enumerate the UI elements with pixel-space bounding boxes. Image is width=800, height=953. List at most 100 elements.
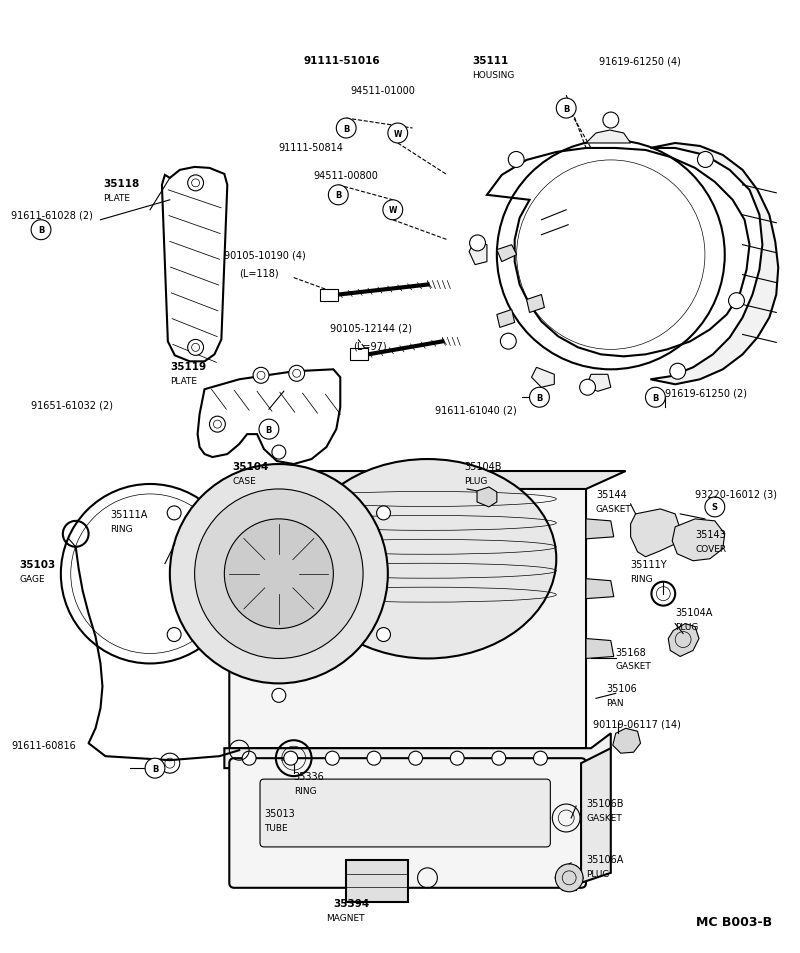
Polygon shape xyxy=(526,295,545,314)
Text: B: B xyxy=(563,105,570,113)
Text: 93220-16012 (3): 93220-16012 (3) xyxy=(695,490,777,499)
Polygon shape xyxy=(586,579,614,599)
Circle shape xyxy=(145,759,165,779)
Text: 35111: 35111 xyxy=(472,56,508,66)
Text: 35144: 35144 xyxy=(596,490,626,499)
Text: 35106B: 35106B xyxy=(586,799,623,808)
Text: PLUG: PLUG xyxy=(464,476,487,485)
Polygon shape xyxy=(586,519,614,539)
Circle shape xyxy=(377,506,390,520)
Circle shape xyxy=(500,334,516,350)
Circle shape xyxy=(383,200,402,220)
Circle shape xyxy=(670,364,686,380)
Polygon shape xyxy=(531,368,554,388)
Circle shape xyxy=(646,388,666,408)
Text: 91611-61028 (2): 91611-61028 (2) xyxy=(11,211,93,220)
Text: 35104: 35104 xyxy=(232,461,269,472)
Circle shape xyxy=(328,186,348,206)
Text: 35168: 35168 xyxy=(616,647,646,657)
Text: PLATE: PLATE xyxy=(170,376,197,386)
Text: W: W xyxy=(394,130,402,138)
Text: TUBE: TUBE xyxy=(264,823,288,832)
Text: PLUG: PLUG xyxy=(675,622,698,631)
Bar xyxy=(346,860,408,902)
Circle shape xyxy=(492,751,506,765)
Text: 35143: 35143 xyxy=(695,529,726,539)
Text: 91619-61250 (4): 91619-61250 (4) xyxy=(599,56,681,66)
Circle shape xyxy=(450,751,464,765)
Circle shape xyxy=(336,119,356,139)
Circle shape xyxy=(556,99,576,119)
Circle shape xyxy=(555,864,583,892)
Text: 91111-50814: 91111-50814 xyxy=(279,143,344,152)
Text: 35394: 35394 xyxy=(334,898,370,908)
Text: MC B003-B: MC B003-B xyxy=(696,915,772,927)
Polygon shape xyxy=(230,490,586,748)
Polygon shape xyxy=(469,240,487,265)
Circle shape xyxy=(194,490,363,659)
Text: 91611-61040 (2): 91611-61040 (2) xyxy=(435,405,517,415)
Text: 91651-61032 (2): 91651-61032 (2) xyxy=(31,400,113,410)
Text: 90119-06117 (14): 90119-06117 (14) xyxy=(593,719,681,728)
Text: PLUG: PLUG xyxy=(586,869,610,878)
Circle shape xyxy=(272,446,286,459)
Circle shape xyxy=(530,388,550,408)
Circle shape xyxy=(729,294,745,310)
Text: B: B xyxy=(652,394,658,402)
Polygon shape xyxy=(630,509,680,558)
Text: COVER: COVER xyxy=(695,544,726,554)
Circle shape xyxy=(188,340,203,356)
Polygon shape xyxy=(586,375,610,392)
Text: B: B xyxy=(38,226,44,235)
Polygon shape xyxy=(224,734,610,768)
Text: 35119: 35119 xyxy=(170,362,206,372)
Text: MAGNET: MAGNET xyxy=(326,913,365,922)
Text: GASKET: GASKET xyxy=(586,813,622,822)
Text: 35106A: 35106A xyxy=(586,854,623,864)
Text: B: B xyxy=(335,192,342,200)
Polygon shape xyxy=(254,472,626,490)
Text: CASE: CASE xyxy=(232,476,256,485)
Text: 35106: 35106 xyxy=(606,683,637,694)
Circle shape xyxy=(224,519,334,629)
Polygon shape xyxy=(668,624,699,657)
Circle shape xyxy=(326,751,339,765)
Ellipse shape xyxy=(298,459,556,659)
Polygon shape xyxy=(586,131,630,144)
Circle shape xyxy=(367,751,381,765)
Circle shape xyxy=(170,464,388,683)
FancyBboxPatch shape xyxy=(230,759,586,888)
Text: 90105-10190 (4): 90105-10190 (4) xyxy=(224,251,306,260)
Text: 94511-01000: 94511-01000 xyxy=(350,86,415,96)
Text: 91111-51016: 91111-51016 xyxy=(304,56,380,66)
Text: S: S xyxy=(712,503,718,512)
Polygon shape xyxy=(586,639,614,659)
Circle shape xyxy=(580,380,595,395)
Text: RING: RING xyxy=(294,786,316,795)
Polygon shape xyxy=(581,748,610,882)
Text: HOUSING: HOUSING xyxy=(472,71,514,80)
Circle shape xyxy=(31,220,51,240)
Polygon shape xyxy=(497,246,517,262)
Circle shape xyxy=(470,235,486,252)
Circle shape xyxy=(272,689,286,702)
Circle shape xyxy=(377,628,390,641)
Circle shape xyxy=(284,751,298,765)
Polygon shape xyxy=(650,144,778,385)
Bar xyxy=(321,290,338,301)
Circle shape xyxy=(259,419,279,439)
Text: 91611-60816: 91611-60816 xyxy=(11,740,76,750)
Text: (L=97): (L=97) xyxy=(353,341,386,351)
Text: 94511-00800: 94511-00800 xyxy=(314,171,378,181)
Text: PAN: PAN xyxy=(606,699,623,708)
Text: 35103: 35103 xyxy=(19,559,55,569)
Text: B: B xyxy=(266,425,272,435)
Circle shape xyxy=(388,124,408,144)
Circle shape xyxy=(508,152,524,169)
Polygon shape xyxy=(613,728,641,754)
Circle shape xyxy=(698,152,714,169)
Text: 35111A: 35111A xyxy=(110,509,148,519)
Text: 35111Y: 35111Y xyxy=(630,559,667,569)
Circle shape xyxy=(242,751,256,765)
Polygon shape xyxy=(477,487,497,507)
